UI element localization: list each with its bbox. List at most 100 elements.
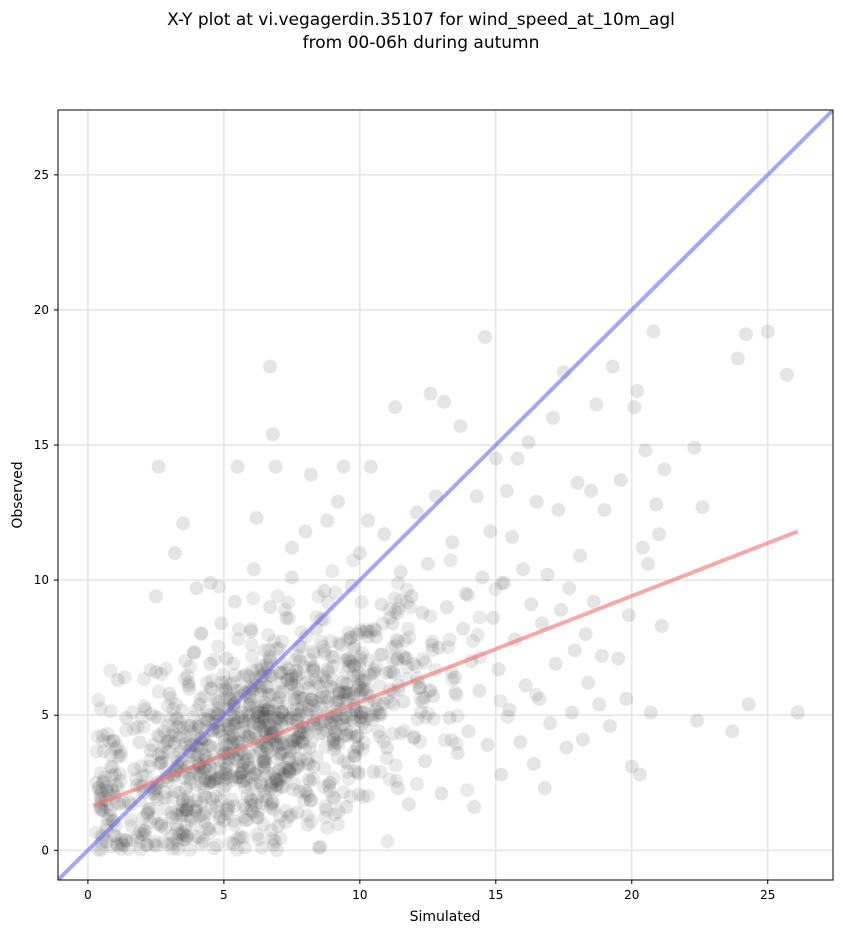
data-point <box>301 789 316 804</box>
data-point <box>303 793 318 808</box>
data-point <box>619 691 634 706</box>
data-point <box>281 611 296 626</box>
data-point <box>341 771 356 786</box>
data-point <box>169 817 184 832</box>
data-point <box>281 765 296 780</box>
data-point <box>265 794 280 809</box>
data-point <box>412 680 427 695</box>
data-point <box>224 677 239 692</box>
data-point <box>180 829 195 844</box>
data-point <box>331 737 346 752</box>
data-point <box>254 796 269 811</box>
data-point <box>249 700 264 715</box>
data-point <box>383 694 398 709</box>
data-point <box>186 710 201 725</box>
data-point <box>346 686 361 701</box>
data-point <box>165 828 180 843</box>
data-point <box>323 716 338 731</box>
data-point <box>337 653 352 668</box>
data-point <box>114 836 129 851</box>
data-point <box>211 579 226 594</box>
data-point <box>310 750 325 765</box>
data-point <box>351 666 366 681</box>
data-point <box>268 783 283 798</box>
data-point <box>202 774 217 789</box>
data-point <box>253 683 268 698</box>
data-point <box>412 681 427 696</box>
data-point <box>250 762 265 777</box>
data-point <box>323 679 338 694</box>
data-point <box>250 790 265 805</box>
data-point <box>382 664 397 679</box>
data-point <box>354 595 369 610</box>
data-point <box>268 717 283 732</box>
data-point <box>646 324 661 339</box>
data-point <box>225 736 240 751</box>
data-point <box>302 740 317 755</box>
data-point <box>269 773 284 788</box>
data-point <box>345 690 360 705</box>
data-point <box>331 693 346 708</box>
data-point <box>213 809 228 824</box>
axis-ticks: 0 5 10 15 20 25 0 5 10 15 20 25 <box>34 168 776 902</box>
data-point <box>281 713 296 728</box>
data-point <box>336 717 351 732</box>
data-point <box>247 767 262 782</box>
data-point <box>138 702 153 717</box>
data-point <box>470 627 485 642</box>
data-point <box>193 626 208 641</box>
data-point <box>96 733 111 748</box>
data-point <box>270 710 285 725</box>
data-point <box>139 837 154 852</box>
data-point <box>181 675 196 690</box>
data-point <box>218 778 233 793</box>
data-point <box>109 836 124 851</box>
data-point <box>337 687 352 702</box>
data-point <box>276 708 291 723</box>
data-point <box>272 773 287 788</box>
data-point <box>302 673 317 688</box>
data-point <box>366 707 381 722</box>
data-point <box>413 734 428 749</box>
data-point <box>171 841 186 856</box>
data-point <box>200 821 215 836</box>
data-point <box>332 686 347 701</box>
data-point <box>265 775 280 790</box>
data-point <box>630 383 645 398</box>
data-point <box>397 723 412 738</box>
data-point <box>108 767 123 782</box>
data-point <box>96 774 111 789</box>
y-tick-label: 20 <box>34 303 49 317</box>
data-point <box>187 747 202 762</box>
data-point <box>390 652 405 667</box>
data-point <box>273 745 288 760</box>
data-point <box>259 679 274 694</box>
data-point <box>738 327 753 342</box>
data-point <box>198 771 213 786</box>
data-point <box>254 658 269 673</box>
data-point <box>116 795 131 810</box>
data-point <box>385 664 400 679</box>
data-point <box>265 709 280 724</box>
data-point <box>143 801 158 816</box>
data-point <box>253 669 268 684</box>
data-point <box>118 832 133 847</box>
data-point <box>280 661 295 676</box>
data-point <box>246 716 261 731</box>
data-point <box>350 669 365 684</box>
data-point <box>197 808 212 823</box>
data-point <box>282 737 297 752</box>
data-point <box>263 600 278 615</box>
data-point <box>236 773 251 788</box>
data-point <box>280 751 295 766</box>
data-point <box>349 704 364 719</box>
data-point <box>347 639 362 654</box>
data-point <box>107 828 122 843</box>
data-point <box>253 776 268 791</box>
data-point <box>393 726 408 741</box>
data-point <box>278 815 293 830</box>
data-point <box>148 589 163 604</box>
data-point <box>241 752 256 767</box>
data-point <box>240 753 255 768</box>
data-point <box>352 713 367 728</box>
